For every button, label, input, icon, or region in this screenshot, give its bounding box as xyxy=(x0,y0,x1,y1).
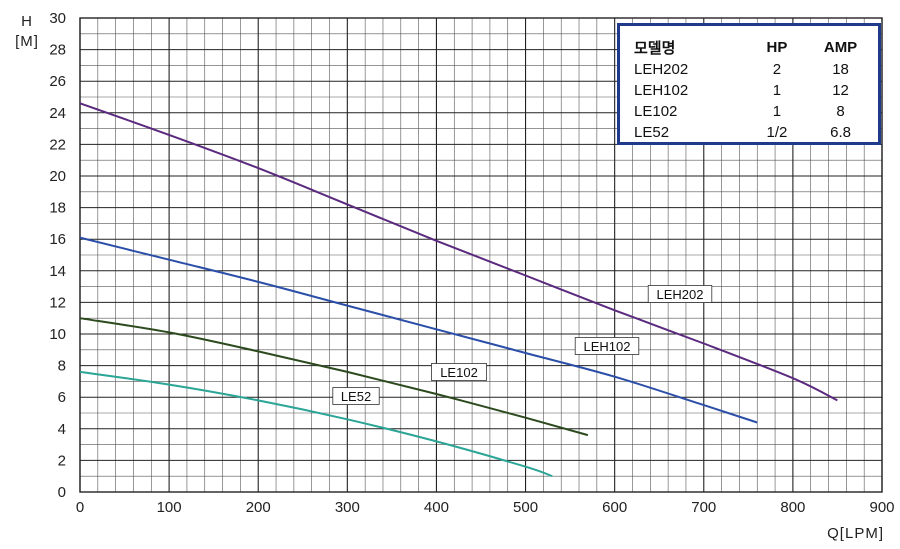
x-tick-label: 700 xyxy=(691,499,716,516)
table-row: LE52 1/2 6.8 xyxy=(620,122,878,143)
x-axis-title: Q[LPM] xyxy=(827,525,884,542)
y-tick-label: 18 xyxy=(49,200,66,217)
series-line-le52 xyxy=(79,370,553,478)
x-tick-label: 300 xyxy=(335,499,360,516)
spec-table-box: 모델명 HP AMP LEH202 2 18 LEH102 1 12 LE102… xyxy=(617,23,881,145)
series-line-leh202 xyxy=(79,102,838,402)
cell-model: LEH102 xyxy=(634,82,689,99)
curve-label-leh102: LEH102 xyxy=(574,337,640,355)
curve-label-text: LE102 xyxy=(440,365,478,380)
curve-label-leh202: LEH202 xyxy=(647,285,713,303)
x-tick-label: 0 xyxy=(76,499,84,516)
table-row: LEH202 2 18 xyxy=(620,59,878,80)
series-line-le102 xyxy=(79,317,589,437)
cell-hp: 2 xyxy=(772,61,782,78)
y-tick-label: 30 xyxy=(49,10,66,27)
cell-model: LE52 xyxy=(634,124,670,141)
curve-label-text: LEH202 xyxy=(657,287,704,302)
header-amp: AMP xyxy=(823,39,858,56)
series-line-leh102 xyxy=(79,236,758,424)
y-tick-label: 0 xyxy=(58,484,66,501)
y-tick-label: 6 xyxy=(58,389,66,406)
cell-model: LEH202 xyxy=(634,61,689,78)
x-tick-label: 600 xyxy=(602,499,627,516)
y-tick-label: 16 xyxy=(49,231,66,248)
curve-label-le52: LE52 xyxy=(332,387,380,405)
x-tick-label: 100 xyxy=(157,499,182,516)
header-model: 모델명 xyxy=(634,40,676,57)
curve-label-box xyxy=(574,337,640,355)
spec-table-header: 모델명 HP AMP xyxy=(620,36,878,59)
y-tick-label: 28 xyxy=(49,42,66,59)
cell-amp: 8 xyxy=(836,103,845,120)
curve-label-box xyxy=(647,285,713,303)
header-hp: HP xyxy=(766,39,788,56)
x-tick-label: 800 xyxy=(780,499,805,516)
cell-amp: 12 xyxy=(832,82,849,99)
y-axis-title-unit: [M] xyxy=(15,33,39,50)
x-tick-labels: 0 100 200 300 400 500 600 700 800 900 xyxy=(76,499,895,516)
x-tick-label: 500 xyxy=(513,499,538,516)
y-tick-label: 4 xyxy=(58,421,66,438)
cell-amp: 6.8 xyxy=(830,124,851,141)
x-tick-label: 400 xyxy=(424,499,449,516)
y-tick-label: 26 xyxy=(49,73,66,90)
curves xyxy=(79,102,838,478)
x-tick-label: 900 xyxy=(869,499,894,516)
curve-label-box xyxy=(332,387,380,405)
table-row: LE102 1 8 xyxy=(620,101,878,122)
y-tick-label: 12 xyxy=(49,294,66,311)
y-tick-label: 24 xyxy=(49,105,66,122)
y-tick-label: 8 xyxy=(58,358,66,375)
y-tick-label: 2 xyxy=(58,452,66,469)
major-grid xyxy=(79,17,883,493)
curve-label-text: LE52 xyxy=(341,389,371,404)
y-axis-title-h: H xyxy=(21,13,33,30)
table-row: LEH102 1 12 xyxy=(620,80,878,101)
curve-label-text: LEH102 xyxy=(584,339,631,354)
cell-model: LE102 xyxy=(634,103,678,120)
curve-label-box xyxy=(431,363,487,381)
x-tick-label: 200 xyxy=(246,499,271,516)
y-tick-label: 14 xyxy=(49,263,66,280)
curve-label-le102: LE102 xyxy=(431,363,487,381)
cell-hp: 1 xyxy=(772,103,782,120)
y-tick-label: 22 xyxy=(49,136,66,153)
cell-amp: 18 xyxy=(832,61,849,78)
curve-labels: LEH202 LEH102 LE102 LE52 xyxy=(332,285,713,405)
y-tick-label: 10 xyxy=(49,326,66,343)
spec-table: 모델명 HP AMP LEH202 2 18 LEH102 1 12 LE102… xyxy=(620,36,878,143)
y-tick-label: 20 xyxy=(49,168,66,185)
cell-hp: 1 xyxy=(772,82,782,99)
cell-hp: 1/2 xyxy=(766,124,788,141)
plot-frame xyxy=(79,17,883,493)
